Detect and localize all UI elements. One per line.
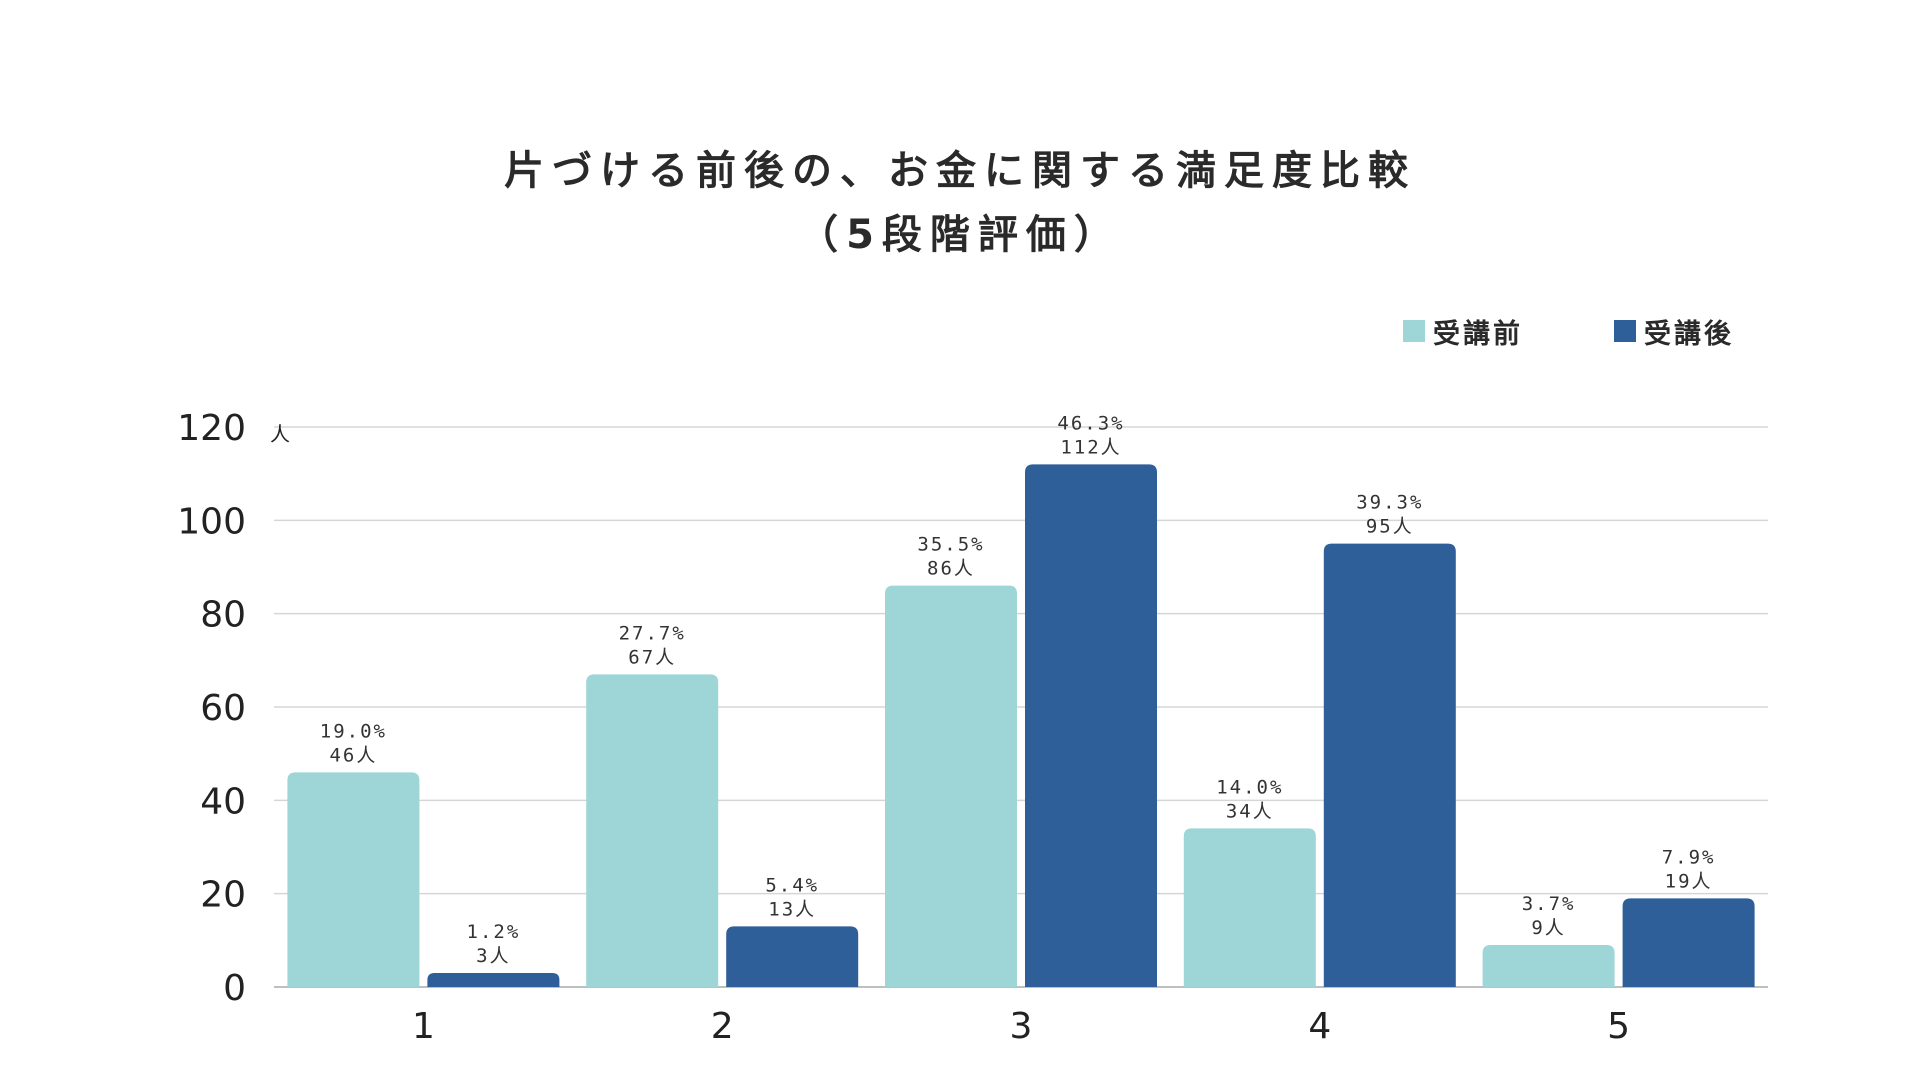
x-tick-label-3: 3 (1010, 1006, 1033, 1047)
data-label-pct-before-1: 19.0% (320, 720, 387, 742)
data-label-count-before-3: 86人 (927, 558, 975, 580)
y-tick-label-20: 20 (200, 875, 246, 916)
data-label-count-after-2: 13人 (768, 898, 816, 920)
data-label-pct-before-5: 3.7% (1522, 893, 1576, 915)
y-tick-label-100: 100 (177, 501, 246, 542)
data-labels: 19.0%46人 1.2%3人 27.7%67人 5.4%13人 35.5%86人 46.… (320, 412, 1716, 967)
y-axis-unit: 人 (270, 422, 290, 446)
data-label-pct-after-5: 7.9% (1662, 846, 1716, 868)
legend-label-before: 受講前 (1433, 318, 1523, 350)
chart-title-line1: 片づける前後の、お金に関する満足度比較 (504, 148, 1416, 194)
data-label-count-after-4: 95人 (1366, 516, 1414, 538)
bar-before-3 (885, 585, 1017, 987)
bar-after-2 (726, 926, 859, 987)
bar-before-4 (1183, 828, 1316, 987)
x-tick-label-5: 5 (1607, 1006, 1630, 1047)
data-label-count-after-1: 3人 (476, 945, 510, 967)
data-label-count-before-4: 34人 (1226, 800, 1274, 822)
bar-before-5 (1482, 945, 1615, 987)
bars (287, 464, 1755, 987)
y-tick-label-60: 60 (200, 688, 246, 729)
y-tick-label-80: 80 (200, 595, 246, 636)
data-label-pct-after-3: 46.3% (1057, 412, 1124, 434)
bar-after-4 (1323, 543, 1456, 987)
y-axis-ticks: 0 20 40 60 80 100 120 (177, 408, 246, 1009)
x-axis-ticks: 1 2 3 4 5 (412, 1006, 1630, 1047)
data-label-pct-before-2: 27.7% (619, 622, 686, 644)
bar-after-5 (1622, 898, 1755, 987)
data-label-count-after-5: 19人 (1665, 870, 1713, 892)
data-label-pct-after-1: 1.2% (467, 921, 521, 943)
data-label-count-before-5: 9人 (1531, 917, 1565, 939)
bar-before-2 (586, 674, 719, 987)
data-label-pct-after-2: 5.4% (765, 874, 819, 896)
data-label-pct-before-4: 14.0% (1216, 776, 1283, 798)
x-tick-label-4: 4 (1308, 1006, 1331, 1047)
x-tick-label-2: 2 (711, 1006, 734, 1047)
legend-item-after: 受講後 (1614, 314, 1734, 350)
bar-after-3 (1025, 464, 1157, 987)
y-tick-label-40: 40 (200, 781, 246, 822)
data-label-count-before-1: 46人 (329, 744, 377, 766)
data-label-pct-after-4: 39.3% (1356, 492, 1423, 514)
data-label-pct-before-3: 35.5% (917, 534, 984, 556)
bar-before-1 (287, 772, 420, 987)
legend-label-after: 受講後 (1644, 318, 1734, 350)
data-label-count-after-3: 112人 (1060, 436, 1121, 458)
y-tick-label-120: 120 (177, 408, 246, 449)
legend-swatch-before (1403, 320, 1425, 342)
bar-after-1 (427, 973, 560, 987)
legend-swatch-after (1614, 320, 1636, 342)
y-tick-label-0: 0 (223, 968, 246, 1009)
x-tick-label-1: 1 (412, 1006, 435, 1047)
chart-title-line2: （5段階評価） (798, 212, 1122, 258)
legend-item-before: 受講前 (1403, 314, 1523, 350)
data-label-count-before-2: 67人 (628, 646, 676, 668)
